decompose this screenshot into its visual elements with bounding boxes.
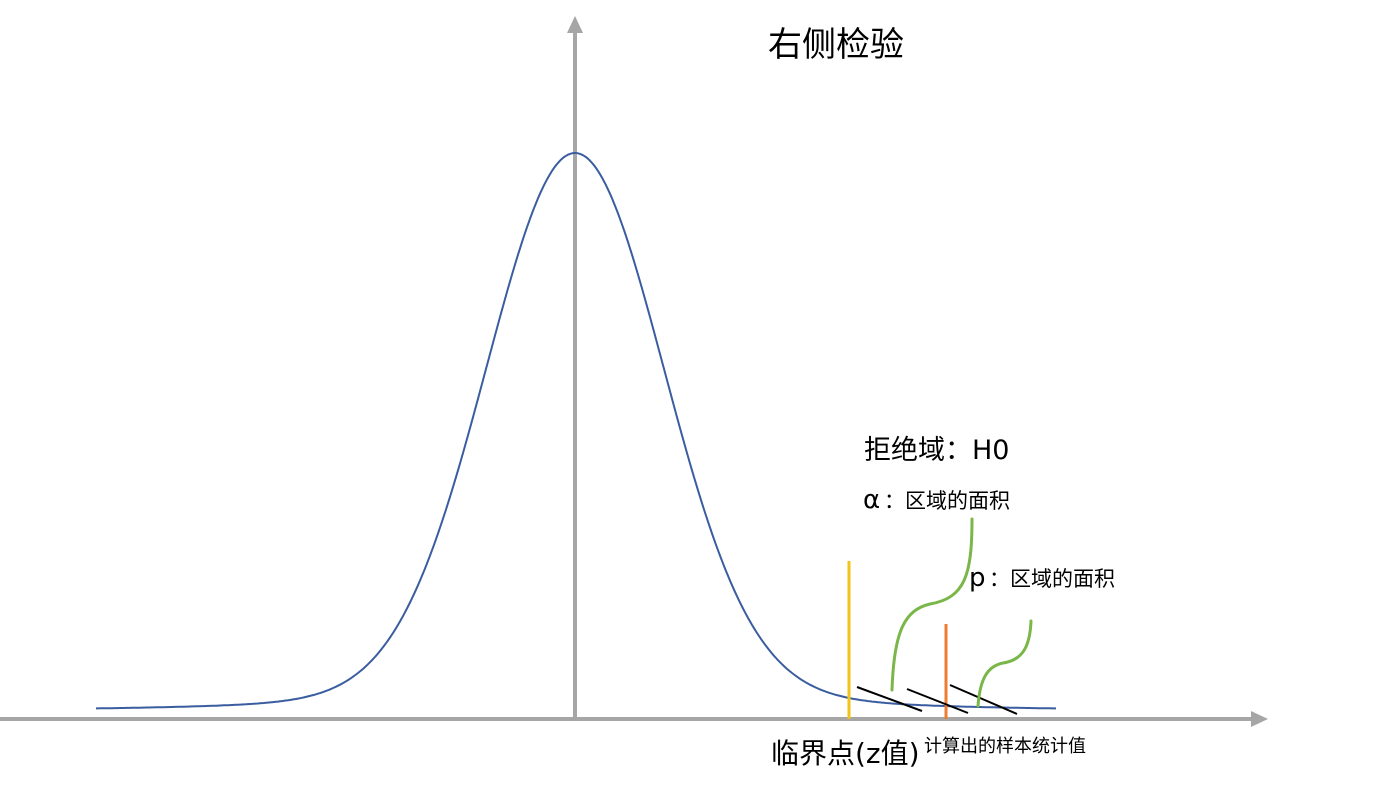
tail-hatching [856,684,1018,715]
x-axis-arrow [1251,711,1268,727]
distribution-curve [96,152,1056,710]
sample-statistic-label: 计算出的样本统计值 [924,736,1086,757]
hatch-mark [949,684,1018,715]
p-description: ：区域的面积 [989,567,1115,591]
rejection-region-label: 拒绝域：H0 [864,435,1009,466]
alpha-symbol: α [863,485,880,515]
y-axis-arrow [567,16,583,33]
diagram-title: 右侧检验 [768,25,904,65]
hatch-mark [856,686,923,712]
p-region-bracket [976,619,1033,708]
alpha-description: ：区域的面积 [884,489,1010,513]
hatch-mark [906,688,969,714]
p-symbol: p [969,563,986,593]
alpha-region-bracket [890,517,974,692]
critical-point-label: 临界点(z值) [771,737,920,770]
x-axis [0,711,1268,727]
y-axis [567,16,583,719]
